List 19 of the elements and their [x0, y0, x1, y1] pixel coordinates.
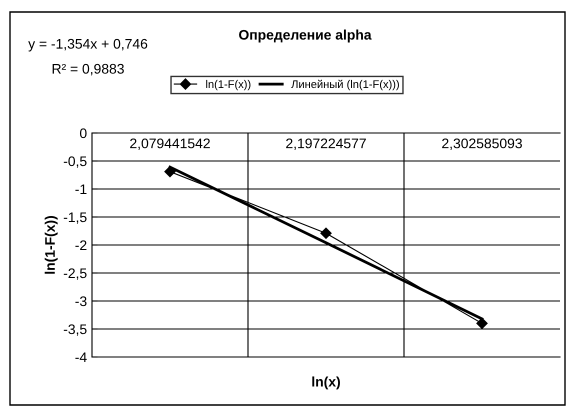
y-tick-label: -2	[75, 240, 86, 250]
x-tick-label: 2,079441542	[130, 138, 210, 150]
text: y = -1,354x + 0,746	[28, 38, 148, 52]
y-tick-label: -0,5	[64, 156, 87, 168]
y-tick-label: -1	[75, 184, 86, 194]
legend-label: Линейный (ln(1-F(x)))	[291, 80, 399, 90]
x-tick-label: 2,302585093	[442, 138, 522, 150]
y-tick-label: -4	[75, 352, 87, 362]
text: R² = 0,9883	[52, 64, 124, 76]
y-tick-label: -3,5	[64, 324, 87, 336]
y-tick-label: -2,5	[64, 268, 87, 280]
y-tick-label: -3	[75, 296, 87, 306]
legend-label: ln(1-F(x))	[206, 80, 250, 90]
chart-title: Определение alpha	[239, 30, 372, 42]
x-axis-title: ln(x)	[312, 376, 340, 390]
x-tick-label: 2,197224577	[286, 138, 366, 150]
y-tick-label: 0	[80, 128, 87, 138]
y-tick-label: -1,5	[64, 212, 87, 224]
y-axis-title: ln(1-F(x))	[44, 216, 58, 274]
